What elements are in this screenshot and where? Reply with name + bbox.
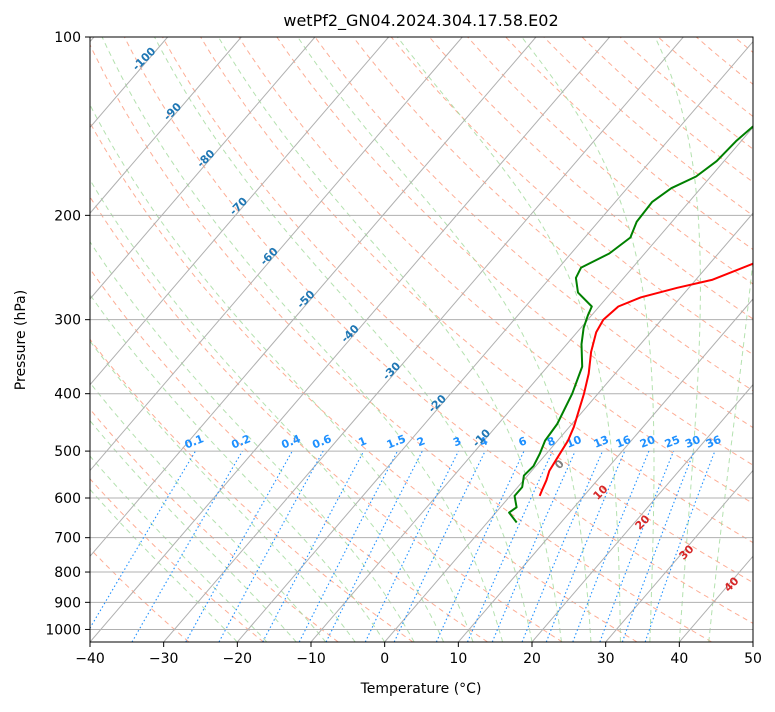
y-tick-label: 1000 [45, 622, 81, 638]
x-tick-label: 40 [670, 651, 688, 667]
x-axis-label: Temperature (°C) [360, 681, 482, 697]
y-tick-label: 100 [54, 30, 81, 46]
y-tick-label: 800 [54, 565, 81, 581]
x-tick-label: −30 [149, 651, 179, 667]
x-tick-label: 10 [449, 651, 467, 667]
y-tick-label: 500 [54, 444, 81, 460]
y-tick-label: 200 [54, 208, 81, 224]
x-tick-label: 50 [744, 651, 762, 667]
x-tick-label: 30 [597, 651, 615, 667]
x-tick-label: 20 [523, 651, 541, 667]
y-tick-label: 600 [54, 491, 81, 507]
x-tick-label: −40 [75, 651, 105, 667]
x-tick-label: 0 [380, 651, 389, 667]
chart-title: wetPf2_GN04.2024.304.17.58.E02 [283, 11, 558, 31]
x-tick-label: −20 [223, 651, 253, 667]
y-tick-label: 900 [54, 595, 81, 611]
x-tick-label: −10 [296, 651, 326, 667]
y-tick-label: 400 [54, 387, 81, 403]
y-tick-label: 300 [54, 313, 81, 329]
y-axis-label: Pressure (hPa) [13, 290, 29, 390]
y-tick-label: 700 [54, 531, 81, 547]
